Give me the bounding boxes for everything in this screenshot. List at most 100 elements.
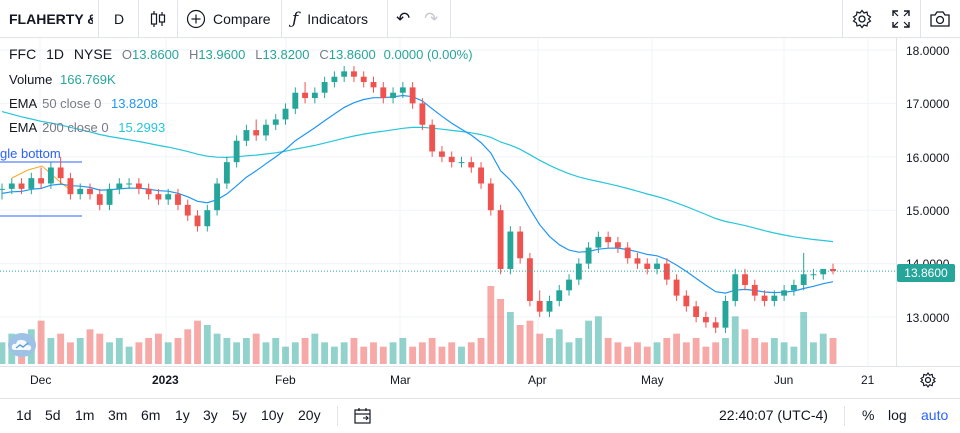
- candle-body: [263, 124, 269, 136]
- volume-bar: [526, 320, 534, 364]
- volume-bar: [194, 320, 201, 364]
- date-range-button[interactable]: [354, 407, 372, 430]
- candle-body: [8, 183, 15, 189]
- range-5y[interactable]: 5y: [232, 407, 247, 423]
- volume-bar: [546, 338, 553, 364]
- candle-body: [370, 82, 377, 88]
- candle-body: [419, 103, 426, 125]
- volume-bar: [203, 325, 211, 364]
- low-key: L: [255, 47, 263, 62]
- compare-button[interactable]: Compare: [186, 0, 271, 38]
- volume-bar: [135, 342, 143, 364]
- toolbar-divider: [387, 0, 388, 38]
- range-1d[interactable]: 1d: [16, 407, 32, 423]
- range-1y[interactable]: 1y: [175, 407, 190, 423]
- range-5d[interactable]: 5d: [45, 407, 61, 423]
- candle-body: [526, 258, 533, 301]
- pattern-line: [11, 165, 71, 191]
- price-label: 18.0000: [906, 44, 950, 58]
- volume-legend[interactable]: Volume 166.769K: [9, 72, 116, 87]
- candle-body: [585, 247, 592, 264]
- close-key: C: [319, 47, 329, 62]
- fullscreen-button[interactable]: [892, 0, 910, 38]
- volume-bar: [115, 338, 123, 364]
- volume-bar: [565, 342, 573, 364]
- candle-body: [233, 140, 240, 163]
- close-value: 13.8600: [328, 47, 376, 62]
- candle-body: [507, 231, 514, 269]
- candle-body: [429, 124, 436, 152]
- undo-icon[interactable]: ↶: [396, 9, 411, 28]
- chart-style-button[interactable]: [150, 0, 166, 38]
- range-10y[interactable]: 10y: [261, 407, 284, 423]
- range-1m[interactable]: 1m: [75, 407, 95, 423]
- candle-body: [18, 183, 25, 189]
- indicators-button[interactable]: ƒ Indicators: [292, 0, 368, 38]
- range-20y[interactable]: 20y: [298, 407, 321, 423]
- clock-timezone[interactable]: 22:40:07 (UTC-4): [719, 407, 828, 423]
- candle-body: [204, 210, 211, 227]
- candle-body: [810, 274, 817, 276]
- volume-bar: [301, 338, 309, 364]
- candle-body: [820, 268, 827, 275]
- candle-body: [468, 162, 475, 168]
- toolbar-divider: [450, 0, 451, 38]
- toolbar-divider: [842, 0, 843, 38]
- log-scale-toggle[interactable]: log: [888, 407, 907, 423]
- volume-bar: [291, 342, 299, 364]
- candle-body: [302, 92, 309, 99]
- candle-body: [331, 76, 338, 83]
- settings-button[interactable]: [852, 0, 872, 38]
- price-chart[interactable]: [0, 38, 896, 366]
- open-value: 13.8600: [132, 47, 180, 62]
- candle-body: [546, 300, 553, 312]
- snapshot-button[interactable]: [929, 0, 951, 38]
- pattern-drawing[interactable]: [0, 161, 82, 217]
- volume-bar: [790, 346, 798, 364]
- candle-body: [214, 183, 221, 211]
- ema200-legend[interactable]: EMA 200 close 0 15.2993: [9, 120, 165, 135]
- range-3m[interactable]: 3m: [108, 407, 128, 423]
- candle-body: [742, 274, 748, 285]
- volume-bar: [184, 329, 192, 364]
- candle-body: [614, 242, 621, 248]
- candle-body: [96, 194, 103, 205]
- candle-body: [155, 194, 162, 200]
- candle-body: [644, 263, 651, 269]
- volume-bar: [751, 338, 759, 364]
- drawing-text-label[interactable]: gle bottom: [0, 146, 61, 161]
- toolbar-divider: [281, 0, 282, 38]
- volume-bar: [702, 346, 710, 364]
- calendar-range-icon: [354, 408, 371, 424]
- ema50-legend[interactable]: EMA 50 close 0 13.8208: [9, 96, 158, 111]
- volume-bar: [164, 342, 172, 364]
- volume-bar: [712, 342, 720, 364]
- redo-icon[interactable]: ↷: [424, 9, 439, 28]
- volume-bar: [722, 338, 729, 364]
- interval-button[interactable]: D: [114, 11, 125, 27]
- volume-value: 166.769K: [60, 72, 116, 87]
- auto-scale-toggle[interactable]: auto: [921, 407, 949, 423]
- candle-body: [292, 92, 299, 109]
- volume-bar: [340, 342, 348, 364]
- candle-body: [693, 306, 700, 317]
- candle-body: [487, 183, 494, 211]
- volume-bar: [321, 342, 329, 364]
- range-3y[interactable]: 3y: [203, 407, 218, 423]
- volume-bar: [682, 342, 690, 364]
- legend-interval: 1D: [46, 46, 65, 62]
- candle-body: [497, 210, 504, 269]
- volume-bar: [516, 325, 524, 364]
- axis-settings-button[interactable]: [920, 372, 936, 393]
- time-label: Feb: [275, 373, 296, 387]
- volume-bar: [829, 338, 837, 364]
- candle-body: [566, 279, 572, 291]
- percent-scale-toggle[interactable]: %: [862, 407, 875, 423]
- candle-body: [663, 263, 670, 280]
- gear-icon: [920, 372, 936, 388]
- range-6m[interactable]: 6m: [141, 407, 161, 423]
- volume-bar: [487, 286, 495, 364]
- candle-body: [390, 92, 396, 99]
- volume-bar: [409, 346, 417, 364]
- symbol-search-button[interactable]: FLAHERTY &: [9, 11, 93, 27]
